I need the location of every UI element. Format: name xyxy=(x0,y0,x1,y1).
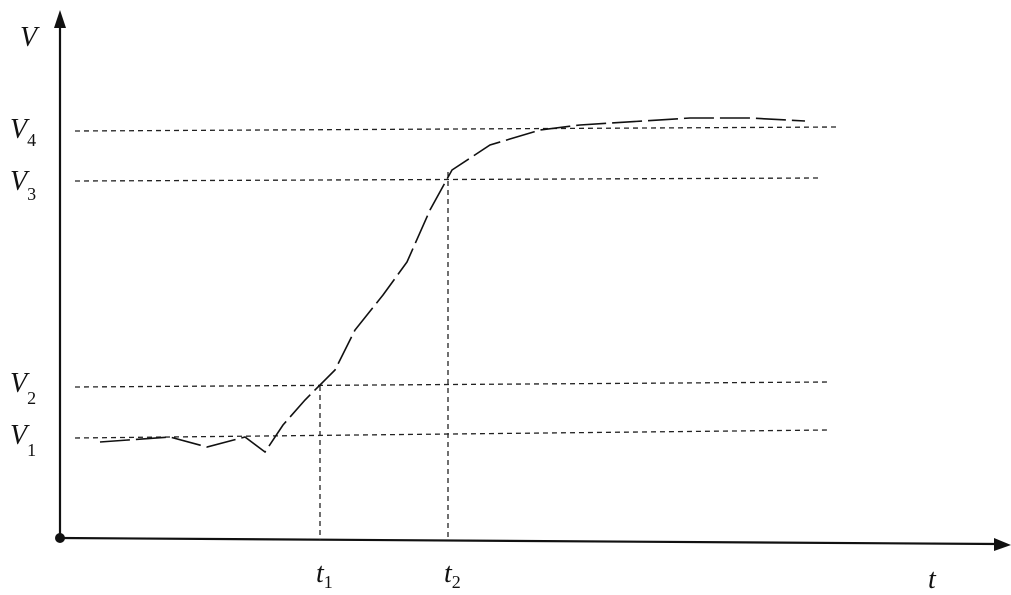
level-line xyxy=(74,381,829,388)
level-label: V2 xyxy=(10,368,36,408)
label-part: 2 xyxy=(452,572,461,592)
x-axis-arrow xyxy=(994,538,1011,551)
level-label: V4 xyxy=(10,114,36,150)
label-part: V xyxy=(10,420,30,451)
label-part: 3 xyxy=(27,184,36,204)
label-part: 1 xyxy=(27,440,36,460)
label-part: 1 xyxy=(324,572,333,592)
x-axis-label: t xyxy=(928,564,937,595)
label-part: 4 xyxy=(27,130,36,150)
level-line xyxy=(74,429,829,439)
y-axis-label: V xyxy=(20,22,40,53)
signal-curve xyxy=(99,117,806,454)
level-label: V1 xyxy=(10,420,36,460)
y-axis-arrow xyxy=(54,10,66,28)
level-line xyxy=(74,126,839,132)
label-part: V xyxy=(10,114,30,145)
label-part: V xyxy=(10,368,30,399)
label-part: t xyxy=(316,558,325,589)
time-label: t2 xyxy=(444,558,461,592)
label-part: V xyxy=(10,166,30,197)
level-label: V3 xyxy=(10,166,36,204)
x-axis xyxy=(59,536,999,546)
label-part: 2 xyxy=(27,388,36,408)
label-part: t xyxy=(444,558,453,589)
time-label: t1 xyxy=(316,558,333,592)
origin xyxy=(55,533,65,543)
level-line xyxy=(74,177,819,182)
